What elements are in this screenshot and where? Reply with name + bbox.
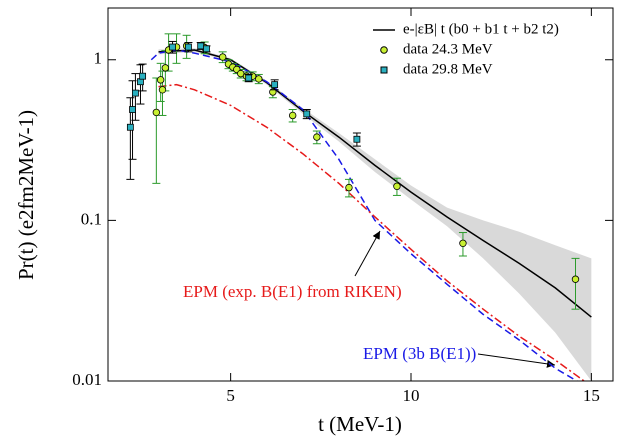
data-point — [137, 78, 144, 86]
data-point — [393, 182, 401, 190]
annotation: EPM (3b B(E1)) — [363, 344, 476, 363]
legend-swatch — [380, 46, 388, 54]
data-point — [271, 81, 279, 89]
data-point — [345, 183, 353, 192]
legend-label: e-|εB| t (b0 + b1 t + b2 t2) — [403, 21, 559, 37]
data-point — [169, 43, 176, 51]
legend-swatch — [380, 66, 388, 74]
legend-label: data 29.8 MeV — [403, 61, 493, 77]
y-tick-label: 1 — [94, 49, 103, 68]
data-point — [158, 86, 167, 94]
y-tick-label: 0.01 — [72, 370, 102, 389]
x-axis-label: t (MeV-1) — [318, 412, 402, 436]
data-point — [571, 275, 580, 283]
curve — [150, 49, 578, 381]
data-point — [219, 53, 227, 61]
data-point — [269, 88, 277, 96]
data-point — [156, 76, 165, 84]
data-point — [459, 239, 467, 247]
x-tick-label: 10 — [403, 386, 420, 405]
uncertainty-band — [158, 48, 592, 381]
curve — [158, 83, 585, 381]
plot-area — [126, 33, 592, 381]
data-point — [129, 106, 136, 113]
data-point — [288, 111, 297, 120]
x-tick-label: 15 — [583, 386, 600, 405]
data-point — [313, 133, 321, 141]
data-point — [152, 108, 161, 117]
legend-label: data 24.3 MeV — [403, 41, 493, 57]
data-point — [203, 45, 210, 53]
data-point — [353, 135, 361, 143]
data-point — [185, 43, 192, 51]
y-tick-label: 0.1 — [81, 209, 102, 228]
data-point — [161, 64, 170, 72]
data-point — [245, 74, 253, 82]
arrow — [477, 353, 556, 368]
data-point — [139, 72, 147, 80]
data-point — [132, 89, 139, 97]
data-point — [197, 42, 205, 50]
arrow — [354, 230, 381, 277]
axes-frame — [107, 7, 614, 382]
annotation: EPM (exp. B(E1) from RIKEN) — [183, 282, 402, 301]
y-axis-label: Pr(t) (e2fm2MeV-1) — [14, 110, 38, 280]
data-point — [126, 123, 134, 131]
data-point — [255, 75, 263, 83]
data-point — [303, 110, 311, 118]
x-tick-label: 5 — [226, 386, 235, 405]
